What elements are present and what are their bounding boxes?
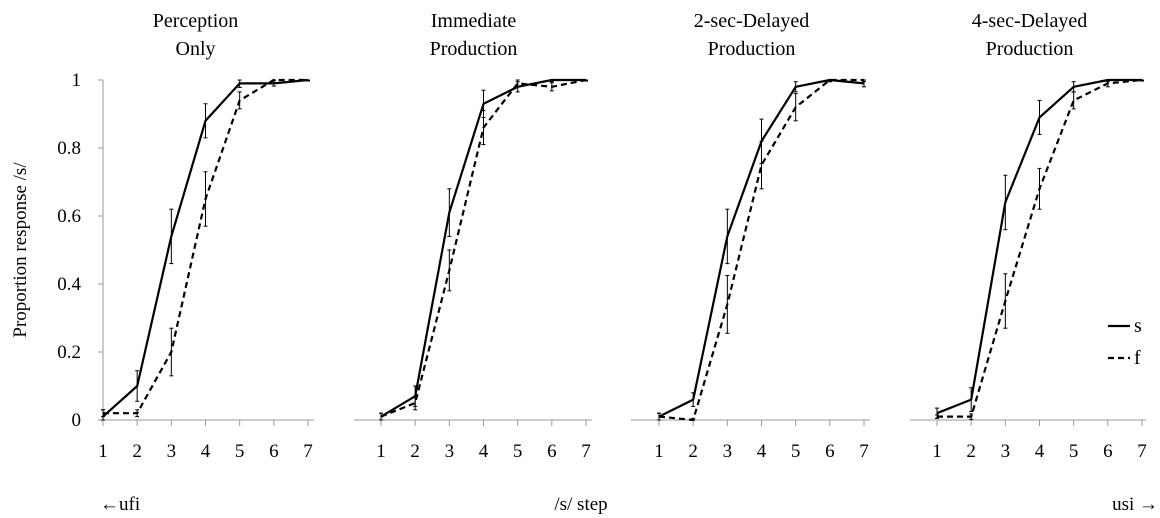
y-tick-label: 0.8 <box>57 138 81 159</box>
y-tick-label: 0.2 <box>57 342 81 363</box>
x-tick-label: 6 <box>547 441 557 462</box>
legend: sf <box>1108 315 1142 369</box>
x-tick-label: 5 <box>791 441 801 462</box>
panel-4: 4-sec-Delayed Production 1 2 3 4 5 6 7 <box>910 10 1147 462</box>
series-f <box>379 78 588 421</box>
x-tick-label: 5 <box>1069 441 1079 462</box>
x-tick-label: 1 <box>98 441 108 462</box>
legend-label-s: s <box>1134 315 1142 337</box>
panel-title-line: Perception <box>153 10 239 32</box>
left-direction-note: ←ufi <box>100 494 140 515</box>
panel-1: Perception Only 0 0.2 0.4 0.6 0.8 1 1 2 3 4 5 6 7 <box>57 10 314 462</box>
panel-3: 2-sec-Delayed Production 1 2 3 4 5 6 7 <box>631 10 870 462</box>
right-direction-note: usi → <box>1112 494 1158 515</box>
panel-title-line: Immediate <box>431 10 517 32</box>
x-tick-label: 4 <box>201 441 211 462</box>
panel-title-line: Only <box>176 38 216 60</box>
x-tick-label: 5 <box>235 441 245 462</box>
x-tick-label: 6 <box>1103 441 1113 462</box>
x-tick-label: 2 <box>410 441 420 462</box>
y-tick-label: 0.4 <box>57 274 81 295</box>
series-s <box>935 78 1144 419</box>
x-tick-label: 2 <box>688 441 698 462</box>
x-tick-label: 2 <box>966 441 976 462</box>
series-f <box>657 78 866 422</box>
x-axis-label: /s/ step <box>554 494 607 515</box>
panel-2: Immediate Production 1 2 3 4 5 6 7 <box>354 10 592 462</box>
series-f <box>935 78 1144 420</box>
legend-label-f: f <box>1134 347 1141 369</box>
panel-title-line: 4-sec-Delayed <box>972 10 1088 32</box>
x-tick-label: 6 <box>269 441 279 462</box>
x-tick-label: 3 <box>723 441 733 462</box>
x-tick-label: 3 <box>1001 441 1011 462</box>
y-tick-label: 0 <box>72 410 82 431</box>
x-tick-label: 7 <box>303 441 313 462</box>
series-f <box>101 78 310 418</box>
x-tick-label: 1 <box>376 441 386 462</box>
x-tick-label: 4 <box>1035 441 1045 462</box>
x-tick-label: 4 <box>479 441 489 462</box>
panel-title-line: Production <box>986 38 1074 60</box>
panel-title-line: Production <box>708 38 796 60</box>
series-s <box>657 78 866 421</box>
x-tick-label: 2 <box>132 441 142 462</box>
x-tick-label: 1 <box>932 441 942 462</box>
x-tick-label: 7 <box>859 441 869 462</box>
x-tick-label: 7 <box>581 441 591 462</box>
x-tick-label: 3 <box>167 441 177 462</box>
x-tick-label: 7 <box>1137 441 1147 462</box>
x-tick-label: 1 <box>654 441 664 462</box>
x-tick-label: 6 <box>825 441 835 462</box>
y-tick-label: 0.6 <box>57 206 81 227</box>
panel-title-line: 2-sec-Delayed <box>694 10 810 32</box>
y-axis-label: Proportion response /s/ <box>10 162 31 338</box>
x-tick-label: 4 <box>757 441 767 462</box>
series-s <box>101 78 310 421</box>
x-tick-label: 3 <box>445 441 455 462</box>
x-tick-label: 5 <box>513 441 523 462</box>
panel-title-line: Production <box>430 38 518 60</box>
y-tick-label: 1 <box>72 70 82 91</box>
